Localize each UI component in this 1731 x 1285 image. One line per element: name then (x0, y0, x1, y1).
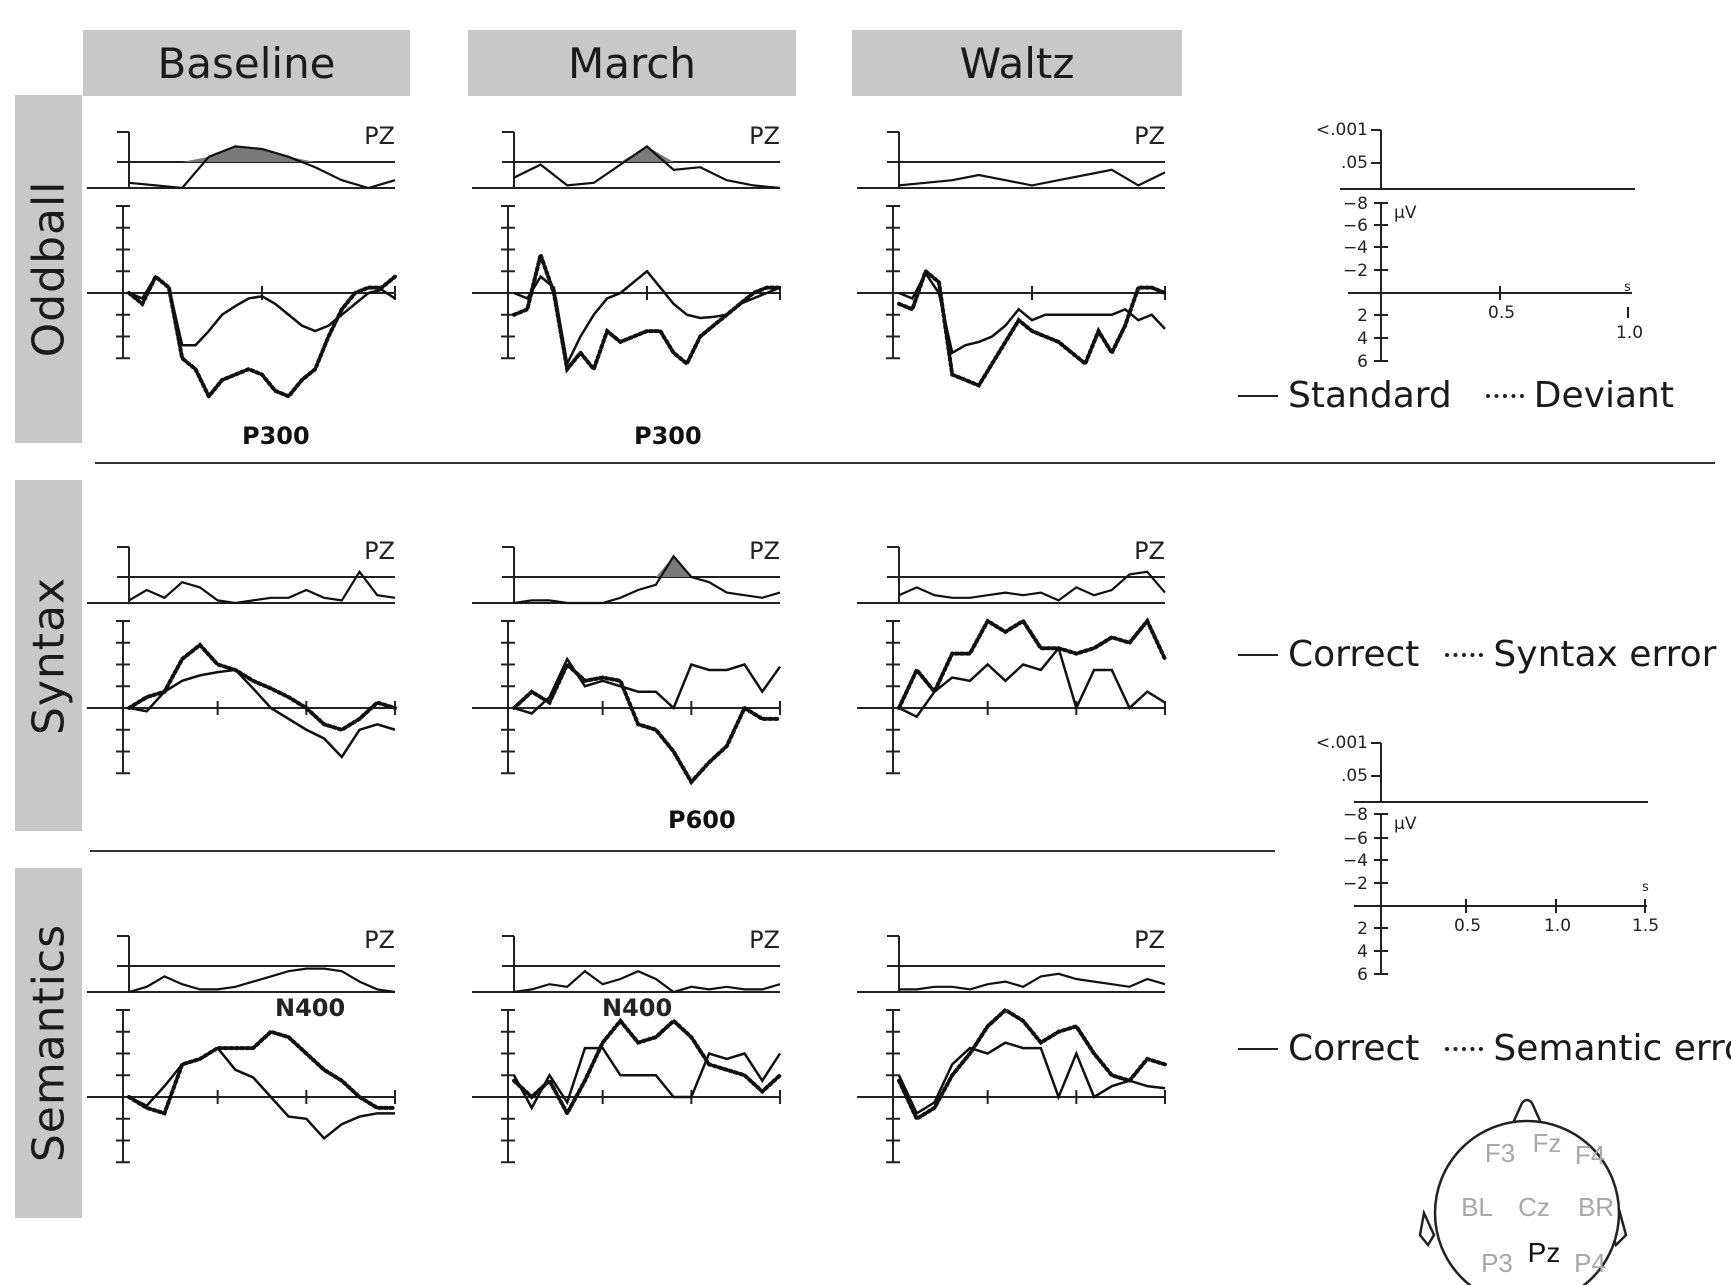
component-label-p300: P300 (242, 422, 310, 450)
svg-text:s: s (1624, 280, 1631, 295)
svg-text:BL: BL (1461, 1192, 1493, 1222)
svg-text:<.001: <.001 (1316, 120, 1368, 140)
scale-key-syntax-semantics: <.001 .05 −8 −6 −4 −2 2 4 6 µV 0.5 1.0 1… (1316, 733, 1659, 985)
svg-text:PZ: PZ (364, 926, 395, 954)
erp-panel-semantics-march: PZ (472, 926, 782, 1164)
svg-text:PZ: PZ (1134, 926, 1165, 954)
svg-text:−4: −4 (1343, 238, 1368, 258)
svg-text:−6: −6 (1343, 216, 1368, 236)
svg-text:Cz: Cz (1518, 1192, 1550, 1222)
column-header-march: March (468, 30, 796, 96)
component-label-p600: P600 (668, 806, 736, 834)
row-label-text: Syntax (23, 576, 74, 735)
svg-text:P3: P3 (1481, 1248, 1513, 1278)
svg-text:−2: −2 (1343, 874, 1368, 894)
svg-text:.05: .05 (1341, 766, 1368, 786)
svg-text:−8: −8 (1343, 194, 1368, 214)
svg-text:2: 2 (1357, 919, 1368, 939)
dotted-line-swatch (1485, 393, 1524, 398)
svg-text:4: 4 (1357, 329, 1368, 349)
svg-text:P4: P4 (1574, 1248, 1606, 1278)
svg-text:PZ: PZ (749, 122, 780, 150)
legend-label-correct: Correct (1288, 634, 1420, 675)
solid-line-swatch (1238, 394, 1278, 397)
erp-panel-syntax-march: PZ (472, 537, 782, 786)
solid-line-swatch (1238, 1047, 1278, 1050)
solid-line-swatch (1238, 653, 1278, 656)
svg-text:1.5: 1.5 (1632, 916, 1659, 936)
svg-text:−8: −8 (1343, 805, 1368, 825)
column-label: Baseline (157, 38, 336, 88)
svg-text:µV: µV (1394, 814, 1417, 834)
legend-semantics: Correct Semantic erro (1238, 1028, 1731, 1069)
svg-text:PZ: PZ (1134, 537, 1165, 565)
column-header-waltz: Waltz (852, 30, 1182, 96)
legend-label-deviant: Deviant (1533, 375, 1674, 416)
svg-text:.05: .05 (1341, 153, 1368, 173)
row-label-syntax: Syntax (15, 480, 82, 831)
svg-text:BR: BR (1578, 1192, 1614, 1222)
svg-text:PZ: PZ (749, 926, 780, 954)
dotted-line-swatch (1445, 652, 1484, 657)
electrode-head-map: F3 Fz F4 BL Cz BR P3 P4 Pz (1418, 1098, 1628, 1285)
column-label: Waltz (959, 38, 1075, 88)
svg-text:F3: F3 (1485, 1138, 1515, 1168)
svg-text:6: 6 (1357, 965, 1368, 985)
legend-label-semantic-error: Semantic erro (1493, 1028, 1731, 1069)
svg-text:−2: −2 (1343, 261, 1368, 281)
legend-label-correct: Correct (1288, 1028, 1420, 1069)
svg-text:1.0: 1.0 (1616, 323, 1643, 343)
column-label: March (567, 38, 697, 88)
legend-label-standard: Standard (1288, 375, 1452, 416)
row-label-semantics: Semantics (15, 868, 82, 1218)
svg-text:F4: F4 (1575, 1140, 1605, 1170)
component-label-n400: N400 (602, 994, 673, 1022)
svg-text:µV: µV (1394, 203, 1417, 223)
erp-panel-syntax-waltz: PZ (857, 537, 1167, 775)
erp-panel-semantics-baseline: PZ (87, 926, 397, 1164)
svg-text:4: 4 (1357, 942, 1368, 962)
legend-label-syntax-error: Syntax error (1493, 634, 1717, 675)
row-separator (95, 462, 1715, 464)
svg-text:−4: −4 (1343, 851, 1368, 871)
svg-text:s: s (1642, 880, 1649, 895)
svg-text:6: 6 (1357, 352, 1368, 372)
electrode-highlight-pz: Pz (1528, 1237, 1561, 1268)
erp-panel-syntax-baseline: PZ (87, 537, 397, 775)
svg-text:0.5: 0.5 (1488, 303, 1515, 323)
component-label-n400: N400 (275, 994, 346, 1022)
svg-text:PZ: PZ (364, 122, 395, 150)
erp-panel-oddball-baseline: PZ (87, 122, 397, 400)
row-label-text: Semantics (23, 923, 74, 1163)
svg-text:1.0: 1.0 (1544, 916, 1571, 936)
svg-text:2: 2 (1357, 306, 1368, 326)
svg-text:−6: −6 (1343, 829, 1368, 849)
row-label-text: Oddball (23, 180, 74, 358)
svg-text:PZ: PZ (749, 537, 780, 565)
dotted-line-swatch (1445, 1046, 1484, 1051)
scale-key-oddball: <.001 .05 −8 −6 −4 −2 2 4 6 µV 0.5 1.0 s (1316, 120, 1643, 372)
svg-text:Fz: Fz (1533, 1128, 1562, 1158)
svg-text:0.5: 0.5 (1454, 916, 1481, 936)
erp-panel-oddball-waltz: PZ (857, 122, 1167, 388)
svg-text:<.001: <.001 (1316, 733, 1368, 753)
erp-panel-semantics-waltz: PZ (857, 926, 1167, 1164)
row-separator (90, 850, 1275, 852)
column-header-baseline: Baseline (83, 30, 410, 96)
legend-syntax: Correct Syntax error (1238, 634, 1716, 675)
svg-text:PZ: PZ (1134, 122, 1165, 150)
erp-panel-oddball-march: PZ (472, 122, 782, 374)
svg-text:PZ: PZ (364, 537, 395, 565)
row-label-oddball: Oddball (15, 95, 82, 443)
component-label-p300: P300 (634, 422, 702, 450)
legend-oddball: Standard Deviant (1238, 375, 1674, 416)
